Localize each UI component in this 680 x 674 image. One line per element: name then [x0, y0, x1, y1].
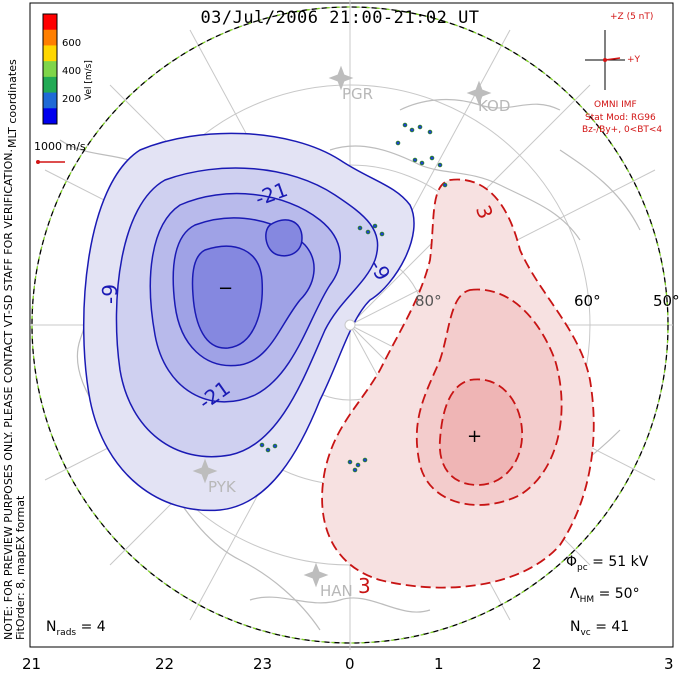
station-pgr: PGR [342, 85, 374, 103]
nvc-value: = 41 [595, 619, 630, 635]
fit-order-note: FitOrder: 8, mapEX format [14, 495, 27, 640]
lambda-symbol: Λ [570, 586, 580, 602]
phi-value: = 51 kV [592, 554, 649, 570]
colorbar-border [42, 13, 58, 125]
station-kod: KOD [478, 97, 511, 115]
latitude-label-50: 50° [653, 292, 680, 310]
colorbar-tick-600: 600 [62, 38, 82, 49]
colorbar-swatch [43, 14, 57, 31]
nvc-symbol: N [570, 619, 581, 635]
imf-model: Stat Mod: RG96 [585, 113, 656, 123]
positive-cell [321, 178, 595, 589]
nvc-stat: Nvc = 41 [570, 619, 629, 638]
potential-max-marker: + [467, 426, 483, 447]
negative-cell [83, 132, 415, 512]
velocity-vectors [259, 122, 448, 473]
station-pyk: PYK [208, 478, 236, 496]
contour-label-neg-9-left: -9 [97, 284, 122, 304]
colorbar-swatch [43, 29, 57, 46]
lambda-subscript: HM [579, 594, 595, 605]
colorbar-tick-400: 400 [62, 66, 82, 77]
mlt-tick-0: 0 [345, 655, 355, 673]
imf-source: OMNI IMF [594, 100, 637, 110]
map-title: 03/Jul/2006 21:00-21:02 UT [200, 8, 480, 28]
imf-z-label: +Z (5 nT) [610, 12, 654, 22]
imf-y-label: +Y [627, 55, 641, 65]
potential-min-marker: − [218, 278, 234, 299]
latitude-label-60: 60° [574, 292, 601, 310]
mlt-tick-21: 21 [22, 655, 42, 673]
mlt-tick-22: 22 [155, 655, 175, 673]
latitude-label-80: 80° [415, 292, 442, 310]
pole-marker [344, 319, 356, 331]
mlt-coordinates-label: MLT coordinates [6, 59, 19, 148]
imf-condition: Bz-/By+, 0<BT<4 [582, 125, 663, 135]
colorbar-swatch [43, 108, 57, 125]
mlt-tick-2: 2 [532, 655, 542, 673]
colorbar-swatch [43, 45, 57, 62]
phi-symbol: Φ [566, 554, 578, 570]
mlt-tick-1: 1 [434, 655, 444, 673]
phi-subscript: pc [577, 562, 588, 573]
nrads-symbol: N [46, 619, 57, 635]
imf-origin [603, 58, 607, 62]
nrads-value: = 4 [80, 619, 106, 635]
colorbar-swatch [43, 92, 57, 109]
nvc-subscript: vc [580, 627, 591, 638]
colorbar-tick-200: 200 [62, 94, 82, 105]
nrads-subscript: rads [56, 627, 77, 638]
lambda-value: = 50° [598, 586, 640, 602]
mlt-tick-23: 23 [253, 655, 273, 673]
colorbar-swatch [43, 76, 57, 94]
lambda-hm-stat: ΛHM = 50° [570, 586, 640, 605]
vector-scale-label: 1000 m/s [34, 140, 86, 153]
colorbar-label: Vel [m/s] [84, 60, 94, 100]
colorbar-swatch [43, 61, 57, 78]
phi-pc-stat: Φpc = 51 kV [566, 554, 648, 573]
station-han: HAN [320, 582, 353, 600]
imf-vector [604, 57, 621, 61]
nrads-stat: Nrads = 4 [46, 619, 106, 638]
hm-boundary-green [31, 6, 669, 644]
station-markers [192, 65, 492, 588]
vector-scale-dot [36, 160, 40, 164]
colorbar [42, 13, 58, 125]
mlt-tick-3: 3 [664, 655, 674, 673]
contour-label-pos-3-bottom: 3 [358, 574, 371, 598]
